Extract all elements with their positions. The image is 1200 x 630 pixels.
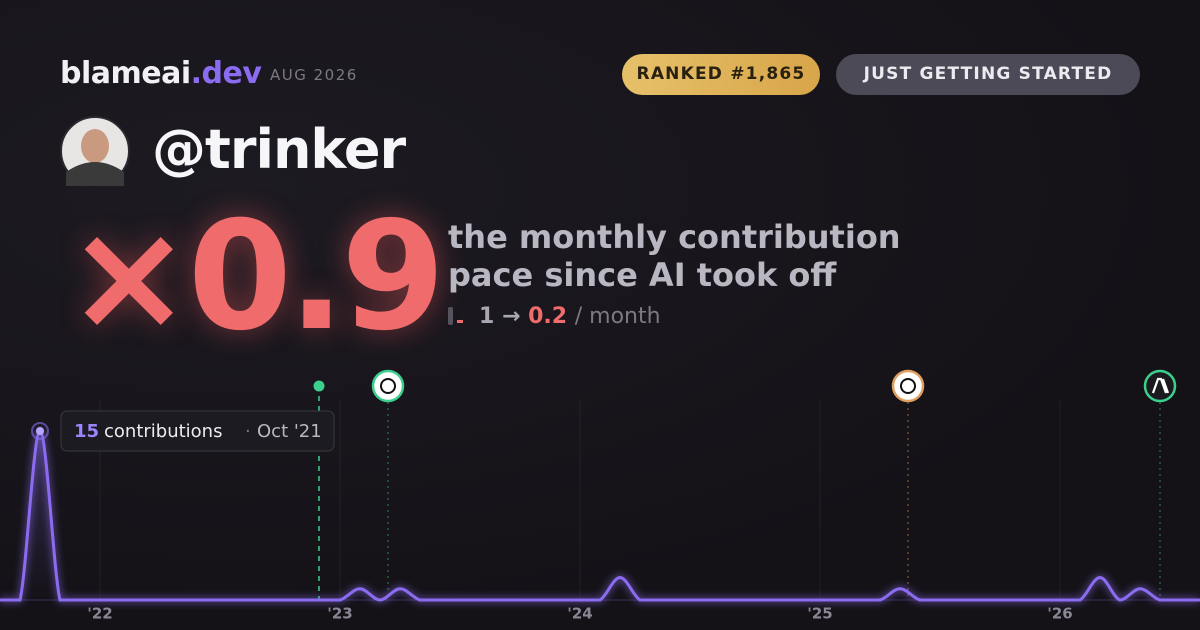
- anthropic-icon: [1143, 369, 1177, 403]
- tooltip-separator: ·: [245, 421, 251, 442]
- x-tick-label: '24: [567, 605, 592, 623]
- rank-badge: RANKED #1,865: [622, 54, 820, 95]
- event-markers: [313, 369, 1177, 600]
- anthropic-glyph: [1151, 377, 1170, 394]
- tooltip-date: Oct '21: [257, 421, 322, 442]
- openai-glyph: [900, 378, 916, 394]
- openai-icon: [371, 369, 405, 403]
- description: the monthly contribution: [448, 218, 901, 256]
- openai-icon: [891, 369, 925, 403]
- x-tick-label: '26: [1047, 605, 1072, 623]
- x-tick-label: '22: [87, 605, 112, 623]
- pace-after: 0.2: [528, 304, 568, 329]
- pace-before: 1: [479, 304, 495, 329]
- pace-arrow: →: [501, 304, 521, 329]
- x-tick-label: '25: [807, 605, 832, 623]
- pace: 1 → 0.2 / month: [448, 304, 661, 329]
- pace-icon: [448, 307, 453, 325]
- peak-dot: [36, 427, 44, 435]
- description: pace since AI took off: [448, 256, 837, 294]
- event-dot: [313, 380, 325, 392]
- contribution-line: [0, 429, 1200, 602]
- pace-icon: [457, 320, 463, 323]
- brand-tld: .dev: [190, 56, 262, 91]
- peak-marker: [31, 422, 49, 440]
- tooltip-label: contributions: [104, 421, 222, 442]
- openai-glyph: [380, 378, 396, 394]
- tooltip: 15 contributions · Oct '21: [60, 410, 335, 452]
- pace-unit: / month: [574, 304, 661, 329]
- brand: blameai.dev: [60, 56, 262, 91]
- multiplier: ×0.9: [66, 190, 445, 364]
- x-tick-label: '23: [327, 605, 352, 623]
- line-area: [0, 431, 1200, 600]
- period: AUG 2026: [270, 66, 358, 84]
- status-badge: JUST GETTING STARTED: [836, 54, 1140, 95]
- brand-name: blameai: [60, 56, 191, 91]
- tooltip-value: 15: [74, 421, 99, 442]
- username: @trinker: [152, 118, 406, 181]
- tooltip-box: [60, 410, 335, 452]
